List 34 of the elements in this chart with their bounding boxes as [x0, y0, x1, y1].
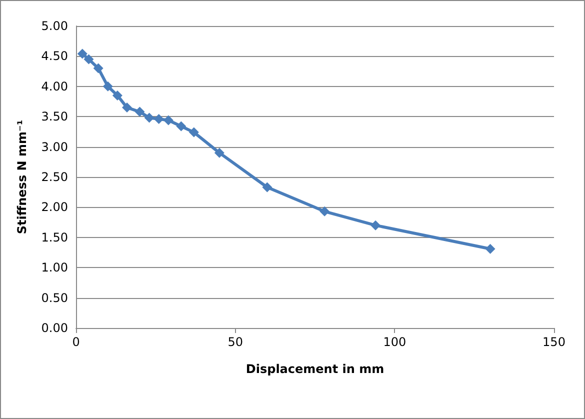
y-tick-label: 1.50 — [41, 230, 68, 244]
x-tick-label: 50 — [228, 335, 243, 349]
y-tick-label: 0.00 — [41, 321, 68, 335]
y-tick-label: 4.50 — [41, 49, 68, 64]
y-axis-title: Stiffness N mm⁻¹ — [15, 120, 29, 234]
x-axis-title: Displacement in mm — [246, 362, 384, 376]
point — [134, 106, 145, 117]
point — [122, 102, 132, 113]
point — [176, 121, 186, 132]
point — [154, 114, 164, 124]
point — [485, 244, 496, 254]
y-tick-label: 2.50 — [41, 170, 68, 184]
point — [84, 54, 94, 64]
x-tick-label: 100 — [383, 335, 406, 349]
point — [370, 220, 381, 230]
y-tick-label: 3.50 — [41, 110, 68, 124]
y-tick-label: 4.00 — [41, 79, 68, 94]
point — [214, 148, 224, 158]
point — [112, 90, 122, 100]
point — [93, 63, 104, 74]
point — [188, 127, 199, 138]
x-tick-label: 150 — [542, 335, 566, 349]
point — [77, 48, 88, 59]
y-tick-label: 1.00 — [41, 260, 68, 275]
point — [163, 115, 174, 126]
y-tick-label: 0.50 — [41, 290, 68, 305]
point — [262, 182, 272, 192]
y-tick-label: 2.00 — [41, 200, 68, 214]
x-tick-label: 0 — [72, 335, 80, 349]
point — [320, 206, 330, 216]
point — [144, 112, 154, 123]
y-tick-label: 5.00 — [41, 19, 68, 33]
y-tick-label: 3.00 — [41, 140, 68, 154]
point — [102, 81, 113, 92]
